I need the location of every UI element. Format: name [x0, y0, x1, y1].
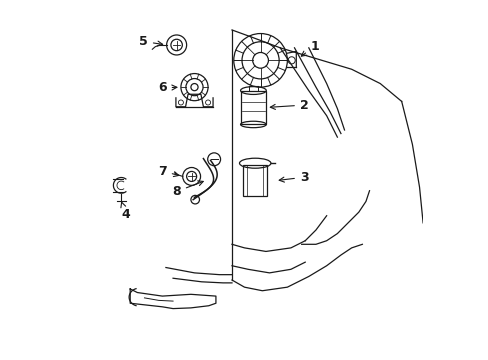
Text: 1: 1: [301, 40, 319, 56]
Text: 2: 2: [270, 99, 308, 112]
Text: 8: 8: [172, 181, 203, 198]
Text: 7: 7: [158, 165, 179, 177]
Text: 5: 5: [139, 35, 163, 48]
Text: 3: 3: [279, 171, 308, 184]
Text: 6: 6: [158, 81, 177, 94]
Text: 4: 4: [121, 202, 130, 221]
Bar: [243, 165, 267, 197]
Bar: [240, 90, 266, 125]
